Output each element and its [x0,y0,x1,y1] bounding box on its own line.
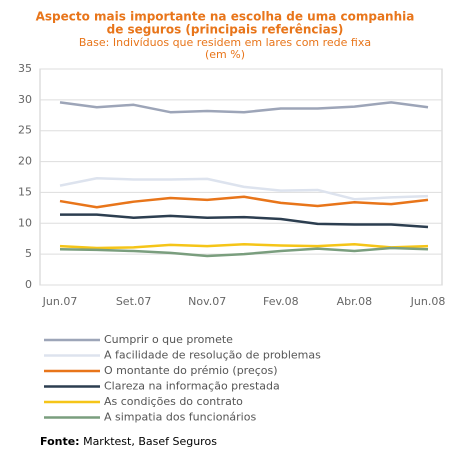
chart-title: Aspecto mais importante na escolha de um… [36,10,415,24]
source-label: Fonte: [40,435,80,448]
chart-title: de seguros (principais referências) [107,23,344,37]
legend-label: A facilidade de resolução de problemas [104,349,321,362]
y-tick-label: 5 [25,247,32,260]
chart-subtitle: Base: Indivíduos que residem em lares co… [79,36,371,49]
x-tick-label: Jun.07 [42,295,78,308]
y-tick-label: 35 [18,62,32,75]
chart-subtitle: (em %) [205,48,245,61]
x-tick-label: Abr.08 [337,295,373,308]
series-line [59,246,429,258]
y-tick-label: 20 [18,155,32,168]
x-tick-label: Nov.07 [188,295,226,308]
y-tick-label: 25 [18,124,32,137]
plot-area [39,68,443,286]
legend-label: Clareza na informação prestada [104,380,280,393]
legend-label: As condições do contrato [104,395,243,408]
y-tick-label: 0 [25,278,32,291]
x-tick-label: Fev.08 [263,295,299,308]
series-line [60,213,429,229]
series-line [59,195,429,209]
source: Fonte: Marktest, Basef Seguros [40,435,217,448]
series-line [59,243,429,250]
x-tick-label: Jun.08 [410,295,446,308]
series-line [59,176,429,201]
y-tick-label: 10 [18,216,32,229]
series-line [59,101,429,114]
legend-label: Cumprir o que promete [104,333,233,346]
legend-label: O montante do prémio (preços) [104,364,278,377]
legend-label: A simpatia dos funcionários [104,411,256,424]
source-text: Marktest, Basef Seguros [83,435,217,448]
y-tick-label: 15 [18,185,32,198]
y-tick-label: 30 [18,93,32,106]
x-tick-label: Set.07 [116,295,152,308]
